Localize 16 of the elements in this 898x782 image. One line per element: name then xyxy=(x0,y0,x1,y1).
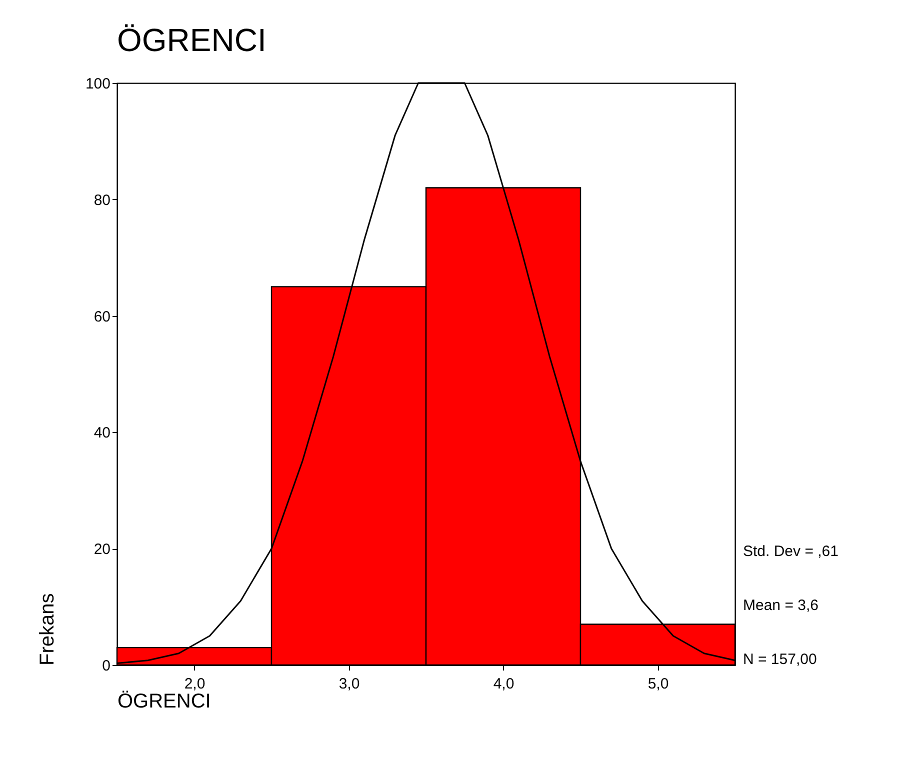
x-tick-label: 2,0 xyxy=(184,676,206,692)
y-tick-label: 40 xyxy=(94,424,110,442)
y-tick-label: 20 xyxy=(94,541,110,558)
y-axis-title: Frekans xyxy=(36,593,58,666)
x-tick-label: 5,0 xyxy=(648,676,669,692)
y-tick-label: 60 xyxy=(94,308,110,326)
x-tick-label: 3,0 xyxy=(338,676,360,692)
x-axis-title: ÖGRENCI xyxy=(118,690,211,712)
x-tick-label: 4,0 xyxy=(493,676,514,692)
chart-title: ÖGRENCI xyxy=(117,22,266,58)
y-tick-label: 0 xyxy=(102,658,110,674)
text: Mean = 3,6 xyxy=(743,597,818,614)
text: N = 157,00 xyxy=(743,651,817,668)
y-tick-label: 80 xyxy=(94,192,110,209)
y-tick-label: 100 xyxy=(85,76,110,92)
text: Std. Dev = ,61 xyxy=(743,543,838,560)
